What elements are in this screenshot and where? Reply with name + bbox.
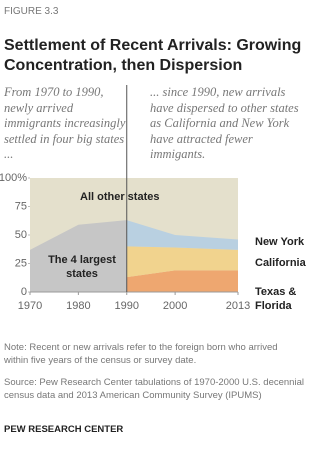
series-label: Texas & Florida	[255, 286, 297, 312]
chart-title: Settlement of Recent Arrivals: Growing C…	[4, 37, 302, 74]
series-label: The 4 largest states	[48, 254, 116, 280]
figure-label: FIGURE 3.3	[4, 6, 59, 17]
x-tick-label: 1970	[18, 300, 42, 312]
area-label: All other states	[80, 191, 160, 203]
area	[126, 220, 238, 250]
x-tick-label: 2013	[226, 300, 250, 312]
annotation: From 1970 to 1990, newly arrived immigra…	[4, 85, 126, 161]
note: Note: Recent or new arrivals refer to th…	[4, 342, 278, 366]
y-tick-label: 75	[15, 200, 27, 212]
area	[126, 246, 238, 278]
chart: 0 25 50 75 100% 1970 1980 1990 2000 2013	[0, 85, 250, 312]
x-tick-label: 1990	[115, 300, 139, 312]
annotation: ... since 1990, new arrivals have disper…	[150, 85, 299, 161]
y-tick-label: 100%	[0, 172, 27, 184]
area	[30, 220, 127, 292]
brand: PEW RESEARCH CENTER	[4, 424, 124, 435]
x-tick-label: 2000	[163, 300, 187, 312]
source: Source: Pew Research Center tabulations …	[4, 377, 304, 401]
page: FIGURE 3.3 Settlement of Recent Arrivals…	[0, 6, 306, 435]
y-tick-label: 50	[15, 229, 27, 241]
y-tick-label: 25	[15, 257, 27, 269]
y-tick-label: 0	[21, 286, 27, 298]
area	[126, 270, 238, 292]
series-label: New York	[255, 236, 305, 248]
series-label: California	[255, 257, 306, 269]
x-tick-label: 1980	[66, 300, 90, 312]
